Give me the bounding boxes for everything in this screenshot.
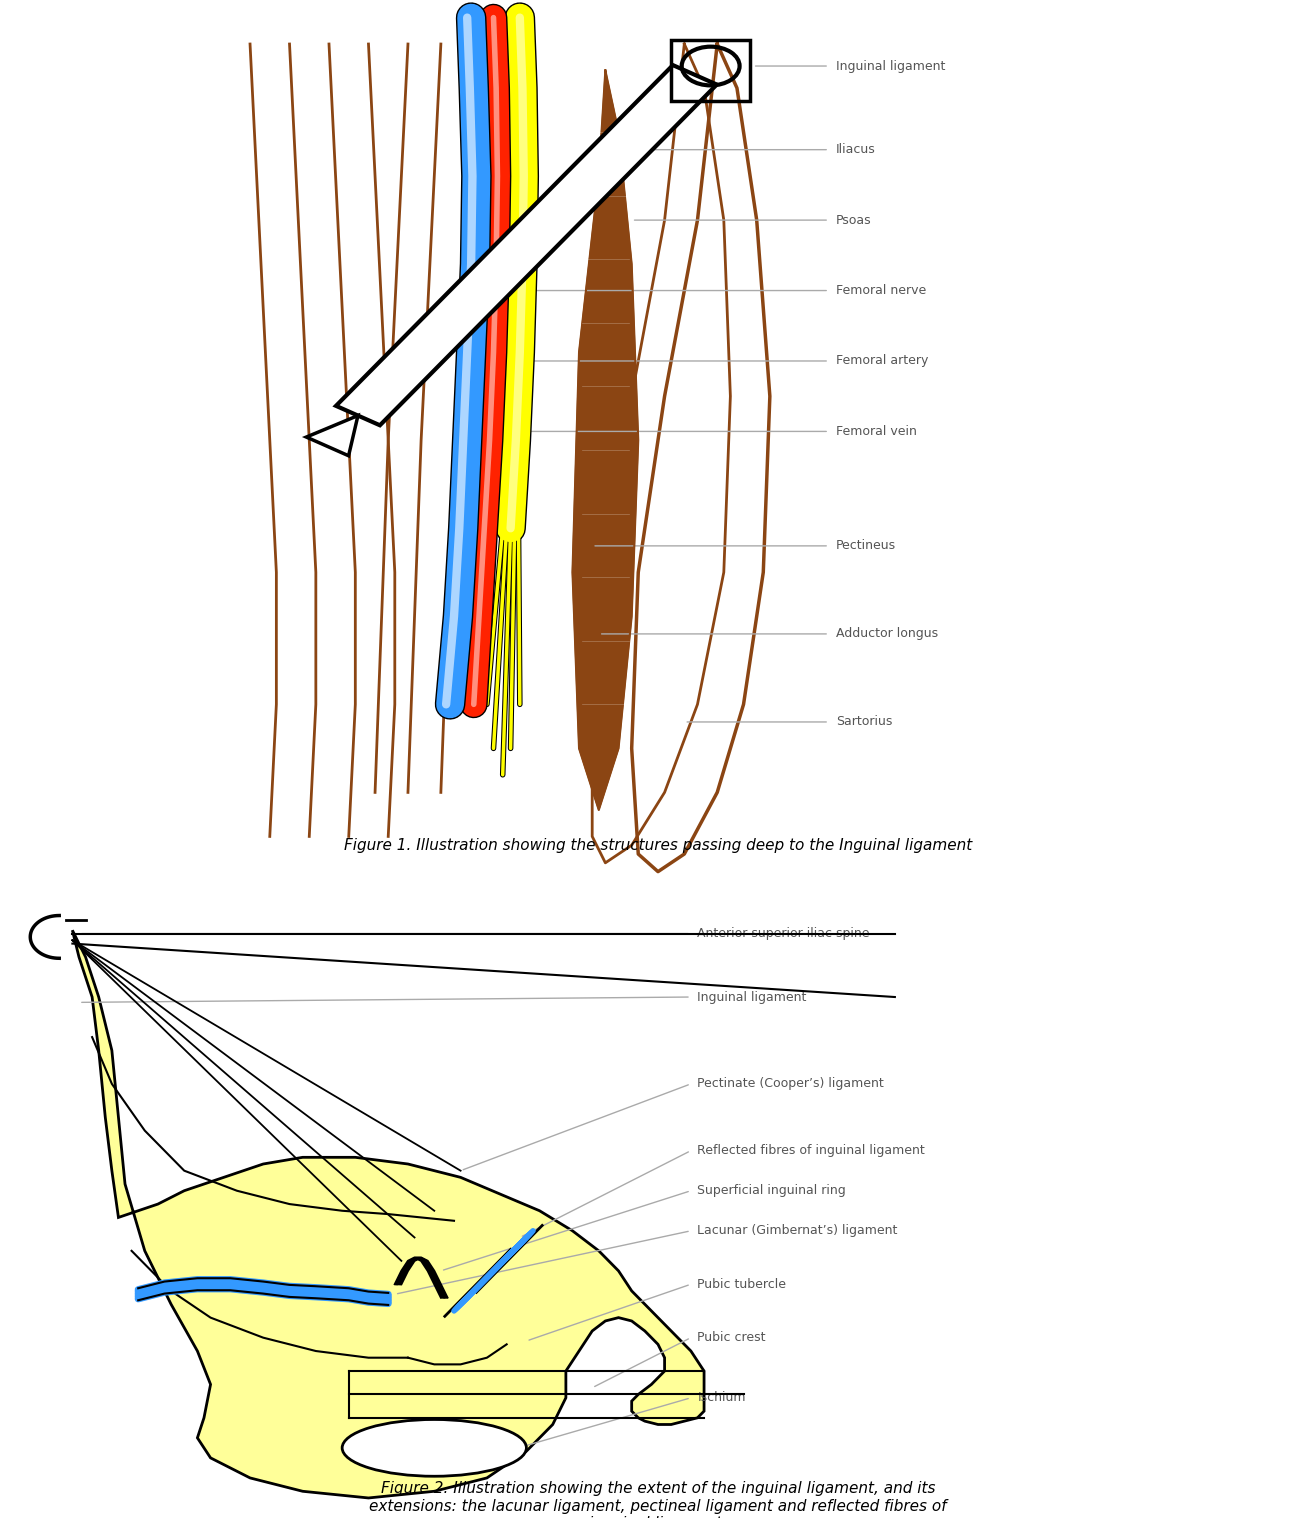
Text: Inguinal ligament: Inguinal ligament <box>836 59 945 73</box>
Text: Pubic tubercle: Pubic tubercle <box>697 1278 787 1290</box>
Text: Sartorius: Sartorius <box>836 715 892 729</box>
Bar <box>671 39 750 102</box>
Text: Adductor longus: Adductor longus <box>836 627 938 641</box>
Text: Figure 1. Illustration showing the structures passing deep to the Inguinal ligam: Figure 1. Illustration showing the struc… <box>343 838 973 853</box>
Text: Lacunar (Gimbernat’s) ligament: Lacunar (Gimbernat’s) ligament <box>697 1225 898 1237</box>
Text: Pectinate (Cooper’s) ligament: Pectinate (Cooper’s) ligament <box>697 1078 884 1090</box>
Text: Inguinal ligament: Inguinal ligament <box>697 991 807 1003</box>
Ellipse shape <box>342 1419 526 1475</box>
Text: Femoral nerve: Femoral nerve <box>836 284 926 298</box>
Text: Pubic crest: Pubic crest <box>697 1331 766 1343</box>
Text: Superficial inguinal ring: Superficial inguinal ring <box>697 1184 846 1198</box>
Polygon shape <box>572 70 638 811</box>
Text: Psoas: Psoas <box>836 214 871 226</box>
Text: Ischium: Ischium <box>697 1392 746 1404</box>
Polygon shape <box>336 65 717 425</box>
Text: Pectineus: Pectineus <box>836 539 896 553</box>
Text: Reflected fibres of inguinal ligament: Reflected fibres of inguinal ligament <box>697 1145 925 1157</box>
Polygon shape <box>307 416 358 455</box>
Text: Femoral vein: Femoral vein <box>836 425 916 437</box>
Polygon shape <box>72 931 704 1498</box>
Text: Femoral artery: Femoral artery <box>836 355 928 367</box>
Text: Iliacus: Iliacus <box>836 143 875 156</box>
Text: Anterior superior iliac spine: Anterior superior iliac spine <box>697 927 870 940</box>
Text: Figure 2. Illustration showing the extent of the inguinal ligament, and its
exte: Figure 2. Illustration showing the exten… <box>370 1482 946 1518</box>
